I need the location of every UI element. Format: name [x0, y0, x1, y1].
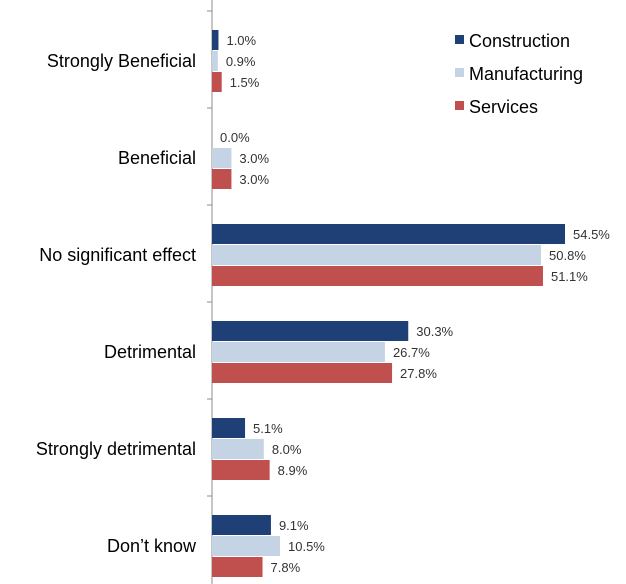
value-label-manufacturing-strongly-detrimental: 8.0%: [272, 442, 302, 457]
bar-construction-strongly-detrimental: [212, 418, 245, 438]
legend-label-services: Services: [469, 97, 538, 117]
value-label-services-beneficial: 3.0%: [239, 172, 269, 187]
bar-construction-detrimental: [212, 321, 408, 341]
value-label-construction-detrimental: 30.3%: [416, 324, 453, 339]
legend-label-construction: Construction: [469, 31, 570, 51]
value-label-construction-strongly-detrimental: 5.1%: [253, 421, 283, 436]
value-label-services-don-t-know: 7.8%: [271, 560, 301, 575]
bar-services-no-significant-effect: [212, 266, 543, 286]
value-label-services-strongly-detrimental: 8.9%: [278, 463, 308, 478]
legend-label-manufacturing: Manufacturing: [469, 64, 583, 84]
value-label-services-no-significant-effect: 51.1%: [551, 269, 588, 284]
value-label-construction-beneficial: 0.0%: [220, 130, 250, 145]
value-label-construction-strongly-beneficial: 1.0%: [226, 33, 256, 48]
value-label-manufacturing-detrimental: 26.7%: [393, 345, 430, 360]
legend-swatch-services: [455, 101, 464, 110]
bar-services-detrimental: [212, 363, 392, 383]
bar-manufacturing-no-significant-effect: [212, 245, 541, 265]
bar-construction-strongly-beneficial: [212, 30, 218, 50]
bar-manufacturing-beneficial: [212, 148, 231, 168]
legend-swatch-construction: [455, 35, 464, 44]
value-label-services-strongly-beneficial: 1.5%: [230, 75, 260, 90]
category-label-don-t-know: Don’t know: [107, 536, 197, 556]
category-labels: Strongly Beneficial Beneficial No signific…: [36, 51, 197, 556]
category-label-no-significant-effect: No significant effect: [39, 245, 196, 265]
category-label-beneficial: Beneficial: [118, 148, 196, 168]
value-label-manufacturing-don-t-know: 10.5%: [288, 539, 325, 554]
bar-manufacturing-don-t-know: [212, 536, 280, 556]
value-label-manufacturing-beneficial: 3.0%: [239, 151, 269, 166]
category-label-detrimental: Detrimental: [104, 342, 196, 362]
bar-construction-no-significant-effect: [212, 224, 565, 244]
bar-manufacturing-strongly-beneficial: [212, 51, 218, 71]
value-label-construction-don-t-know: 9.1%: [279, 518, 309, 533]
bar-manufacturing-detrimental: [212, 342, 385, 362]
category-label-strongly-beneficial: Strongly Beneficial: [47, 51, 196, 71]
bar-services-beneficial: [212, 169, 231, 189]
bar-services-strongly-beneficial: [212, 72, 222, 92]
value-label-services-detrimental: 27.8%: [400, 366, 437, 381]
bar-manufacturing-strongly-detrimental: [212, 439, 264, 459]
legend: Construction Manufacturing Services: [455, 31, 583, 117]
value-labels: 1.0% 0.9% 1.5% 0.0% 3.0% 3.0% 54.5% 50.8% 51.1% 3…: [220, 33, 610, 575]
y-axis-ticks: [207, 11, 212, 584]
bar-services-don-t-know: [212, 557, 263, 577]
legend-swatch-manufacturing: [455, 68, 464, 77]
bar-construction-don-t-know: [212, 515, 271, 535]
value-label-manufacturing-no-significant-effect: 50.8%: [549, 248, 586, 263]
value-label-manufacturing-strongly-beneficial: 0.9%: [226, 54, 256, 69]
bar-services-strongly-detrimental: [212, 460, 270, 480]
category-label-strongly-detrimental: Strongly detrimental: [36, 439, 196, 459]
value-label-construction-no-significant-effect: 54.5%: [573, 227, 610, 242]
